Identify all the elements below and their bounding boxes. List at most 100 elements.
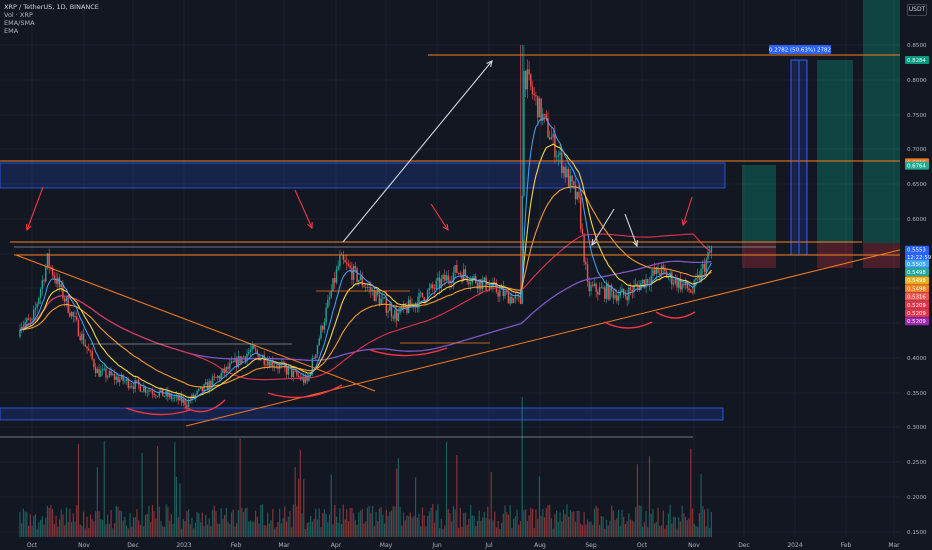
- volume-bar: [213, 505, 215, 537]
- price-tick-label: 0.8500: [907, 43, 927, 49]
- candle-body: [112, 374, 114, 376]
- ema-sma-indicator-label[interactable]: EMA/SMA: [4, 19, 35, 27]
- bottom-curve-marker: [603, 321, 653, 329]
- candle-body: [232, 361, 234, 363]
- volume-bar: [556, 510, 558, 537]
- volume-bar: [581, 525, 583, 537]
- volume-bar: [543, 517, 546, 537]
- volume-bar: [344, 519, 346, 537]
- volume-bar: [705, 526, 707, 537]
- volume-bar: [652, 508, 654, 537]
- candle-body: [177, 395, 179, 401]
- candle-body: [134, 380, 136, 389]
- volume-bar: [511, 528, 513, 537]
- volume-bar: [492, 520, 494, 537]
- volume-bar: [528, 515, 530, 537]
- volume-bar: [399, 506, 401, 537]
- red-arrow-3: [430, 203, 449, 231]
- annotations-front: 0.2782 (50.63%) 2782: [0, 45, 932, 438]
- candle-body: [155, 395, 157, 397]
- candle-body: [638, 285, 640, 291]
- candle-body: [203, 384, 205, 392]
- volume-bar: [602, 516, 604, 537]
- volume-bar: [268, 523, 270, 537]
- volume-bar: [672, 516, 675, 537]
- volume-bar: [676, 528, 678, 537]
- volume-bar: [401, 525, 403, 537]
- volume-bar: [177, 517, 179, 537]
- candle-body: [631, 289, 633, 293]
- volume-bar: [485, 518, 487, 537]
- candle-body: [629, 287, 632, 290]
- volume-bar: [420, 526, 422, 537]
- candle-body: [671, 272, 673, 285]
- volume-bar: [349, 508, 351, 537]
- volume-bar: [38, 522, 40, 537]
- volume-bar: [693, 523, 695, 537]
- volume-bar: [246, 507, 248, 537]
- volume-bar: [666, 525, 668, 537]
- volume-bar: [655, 521, 657, 537]
- candle-body: [63, 298, 66, 302]
- candle-body: [136, 380, 138, 381]
- demand-zone-box: [0, 407, 724, 421]
- volume-bar: [394, 506, 396, 537]
- candle-body: [686, 280, 689, 289]
- volume-bar: [674, 517, 676, 537]
- volume-bar: [561, 521, 563, 537]
- ema-indicator-label[interactable]: EMA: [4, 27, 19, 35]
- volume-bar: [552, 528, 554, 537]
- volume-bar: [282, 517, 284, 537]
- candle-body: [235, 357, 238, 368]
- candle-body: [344, 259, 346, 263]
- volume-bar: [98, 511, 100, 537]
- candle-body: [81, 333, 83, 340]
- candle-body: [585, 261, 587, 265]
- volume-bar: [550, 518, 553, 537]
- volume-bar: [691, 508, 694, 537]
- volume-bar: [549, 504, 551, 537]
- candle-body: [543, 114, 546, 115]
- symbol-title[interactable]: XRP / TetherUS, 1D, BINANCE: [4, 3, 99, 11]
- candle-body: [691, 292, 694, 294]
- candle-body: [94, 367, 97, 374]
- price-label: 0.5505: [907, 262, 926, 268]
- candle-body: [444, 274, 446, 281]
- candle-body: [342, 254, 345, 260]
- candle-body: [406, 307, 408, 313]
- price-label-bg: [905, 292, 929, 301]
- volume-bar: [466, 524, 468, 537]
- volume-bar: [516, 509, 518, 537]
- candle-body: [265, 364, 267, 366]
- volume-indicator-label[interactable]: Vol · XRP: [4, 11, 33, 19]
- volume-bar: [292, 504, 295, 537]
- candle-body: [440, 278, 443, 288]
- candle-body: [141, 391, 143, 393]
- candle-body: [423, 297, 425, 302]
- volume-bar: [310, 515, 312, 537]
- candle-body: [442, 274, 444, 279]
- currency-unit-button[interactable]: USDT: [907, 4, 927, 16]
- volume-bar: [703, 509, 706, 537]
- candle-body: [547, 117, 549, 138]
- volume-bar: [72, 513, 74, 537]
- candle-body: [438, 277, 441, 288]
- volume-bar: [227, 522, 229, 537]
- candle-body: [58, 277, 61, 287]
- candle-body: [289, 367, 291, 369]
- white-arrow-2-head: [632, 239, 639, 248]
- candle-body: [76, 316, 78, 320]
- candle-body: [266, 361, 269, 365]
- candle-body: [19, 329, 21, 337]
- candle-body: [468, 281, 470, 285]
- candle-body: [242, 356, 245, 358]
- volume-bar: [57, 526, 59, 537]
- candle-body: [34, 307, 37, 310]
- candle-body: [710, 248, 713, 252]
- volume-bar: [241, 507, 243, 537]
- price-tick-label: 0.7500: [907, 113, 927, 119]
- volume-bar: [342, 504, 344, 537]
- price-label-bg: [905, 268, 929, 277]
- volume-bar: [158, 506, 160, 537]
